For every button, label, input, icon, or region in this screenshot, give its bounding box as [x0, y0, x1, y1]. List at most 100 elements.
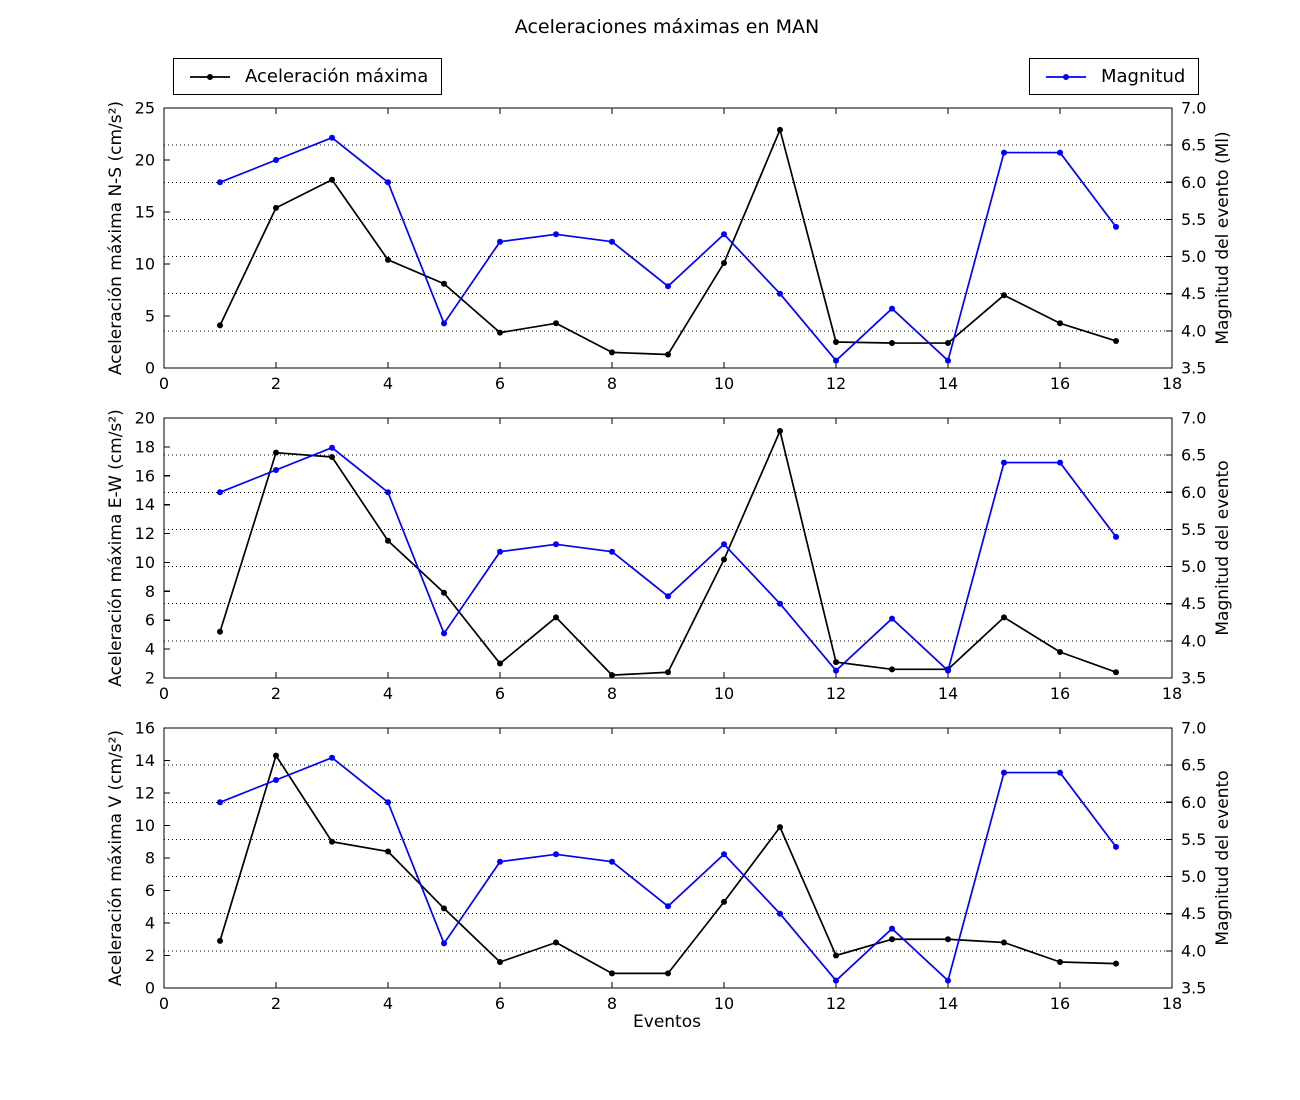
subplot-2-y2-tick-label: 3.5	[1181, 669, 1206, 688]
subplot-3-series-acceleration-marker	[945, 936, 951, 943]
subplot-2-series-magnitude-marker	[217, 489, 223, 496]
subplot-3-y2-tick-label: 4.5	[1181, 904, 1206, 923]
subplot-2-series-acceleration-line	[219, 430, 1117, 676]
subplot-3-series-magnitude-marker	[1113, 843, 1119, 850]
subplot-3-series-magnitude-marker	[385, 799, 391, 806]
subplot-1-series-magnitude-marker	[217, 179, 223, 186]
subplot-2-series-magnitude-marker	[721, 541, 727, 548]
subplot-1-series-acceleration-marker	[329, 176, 335, 183]
legend-magnitude: Magnitud	[1029, 58, 1200, 95]
subplot-2-y-tick-label: 14	[135, 495, 155, 514]
subplot-2-series-magnitude-marker	[777, 600, 783, 607]
subplot-3-series-magnitude-marker	[441, 940, 447, 947]
subplot-2-series-acceleration-marker	[1057, 649, 1063, 655]
subplot-3-x-tick-label: 16	[1050, 994, 1070, 1013]
subplot-2-series-acceleration-marker	[385, 537, 391, 544]
subplot-3-y-tick-label: 2	[145, 946, 155, 965]
subplot-3-series-acceleration-marker	[497, 959, 503, 965]
y-axis-label-v: Aceleración máxima V (cm/s²)	[106, 729, 126, 987]
subplot-2-series-magnitude-marker	[273, 467, 279, 473]
subplot-2-x-tick-label: 14	[938, 684, 958, 703]
subplot-2-series-acceleration-marker	[609, 672, 615, 679]
subplot-2-series-acceleration-marker	[1113, 669, 1119, 676]
subplot-3-y-tick-label: 16	[135, 719, 155, 738]
subplot-3-y2-tick-label: 5.5	[1181, 830, 1206, 849]
subplot-3-y-tick-label: 10	[135, 816, 155, 835]
subplot-2-x-tick-label: 0	[159, 684, 169, 703]
subplot-2-y2-tick-label: 7.0	[1181, 409, 1206, 428]
subplot-2-x-tick-label: 10	[714, 684, 734, 703]
subplot-1-series-acceleration-marker	[273, 204, 279, 211]
subplot-1-series-magnitude-marker	[385, 179, 391, 186]
subplot-1-y-tick-label: 10	[135, 255, 155, 274]
subplot-1-x-tick-label: 0	[159, 374, 169, 393]
subplot-3-x-tick-label: 6	[495, 994, 505, 1013]
subplot-1-y2-tick-label: 6.0	[1181, 173, 1206, 192]
y-axis-label-ew: Aceleración máxima E-W (cm/s²)	[106, 409, 126, 687]
subplot-1-series-acceleration-marker	[553, 320, 559, 327]
subplot-2-series-acceleration-marker	[665, 669, 671, 676]
subplot-2-y2-tick-label: 6.5	[1181, 446, 1206, 465]
subplot-2-series-acceleration-marker	[889, 666, 895, 673]
subplot-2-y-tick-label: 2	[145, 669, 155, 688]
chart-title: Aceleraciones máximas en MAN	[514, 16, 820, 38]
subplot-1-y2-tick-label: 7.0	[1181, 99, 1206, 118]
subplot-1-series-magnitude-marker	[329, 134, 335, 141]
subplot-3-series-acceleration-marker	[1001, 939, 1007, 946]
subplot-2-series-magnitude-marker	[553, 541, 559, 548]
subplot-1-series-acceleration-marker	[833, 339, 839, 345]
subplot-1-series-acceleration-marker	[385, 256, 391, 263]
subplot-2-series-magnitude-marker	[441, 630, 447, 637]
subplot-2-series-magnitude-marker	[385, 489, 391, 496]
subplot-3-y-tick-label: 14	[135, 751, 155, 770]
subplot-3-series-acceleration-marker	[385, 848, 391, 855]
subplot-3-x-tick-label: 12	[826, 994, 846, 1013]
subplot-3-series-acceleration-marker	[1057, 959, 1063, 965]
subplot-2-x-tick-label: 16	[1050, 684, 1070, 703]
subplot-1-series-magnitude-marker	[553, 231, 559, 238]
subplot-3-series-acceleration-marker	[1113, 960, 1119, 967]
subplot-1-series-magnitude-marker	[1113, 223, 1119, 230]
subplot-1-series-magnitude-marker	[441, 320, 447, 327]
subplot-3-y-tick-label: 6	[145, 881, 155, 900]
subplot-3-x-tick-label: 2	[271, 994, 281, 1013]
subplot-3-x-tick-label: 10	[714, 994, 734, 1013]
subplot-3-series-magnitude-marker	[833, 977, 839, 984]
subplot-3-series-acceleration-marker	[665, 970, 671, 977]
subplot-1-series-magnitude-marker	[721, 231, 727, 238]
subplot-2-series-magnitude-marker	[497, 548, 503, 555]
subplot-1-y2-tick-label: 5.5	[1181, 210, 1206, 229]
subplot-2-y2-tick-label: 4.5	[1181, 594, 1206, 613]
subplot-2-y2-tick-label: 5.5	[1181, 520, 1206, 539]
subplot-3-series-magnitude-marker	[609, 858, 615, 865]
subplot-2-series-acceleration-marker	[441, 589, 447, 596]
subplot-2-series-acceleration-marker	[497, 660, 503, 667]
subplot-2-y-tick-label: 4	[145, 640, 155, 659]
subplot-2-y-tick-label: 16	[135, 466, 155, 485]
subplot-2-y-tick-label: 18	[135, 437, 155, 456]
legend-line-sample-magnitude	[1046, 73, 1086, 80]
subplot-1-series-acceleration-marker	[665, 351, 671, 358]
subplot-1-series-magnitude-marker	[777, 290, 783, 297]
legend-line-sample-acceleration	[190, 73, 230, 80]
subplot-3-series-magnitude-marker	[553, 851, 559, 858]
subplot-2-series-magnitude-marker	[1057, 459, 1063, 466]
legend-acceleration: Aceleración máxima	[173, 58, 443, 95]
subplot-1-series-magnitude-marker	[1057, 149, 1063, 156]
subplot-1-series-magnitude-marker	[889, 305, 895, 312]
subplot-3-y2-tick-label: 7.0	[1181, 719, 1206, 738]
subplot-1-series-magnitude-marker	[273, 157, 279, 163]
subplot-2-series-acceleration-marker	[217, 628, 223, 635]
subplot-1-series-acceleration-marker	[217, 322, 223, 329]
subplot-3-y2-tick-label: 6.0	[1181, 793, 1206, 812]
subplot-2-y2-tick-label: 6.0	[1181, 483, 1206, 502]
subplot-3-y-tick-label: 12	[135, 784, 155, 803]
subplot-1-x-tick-label: 2	[271, 374, 281, 393]
subplot-1-series-magnitude-marker	[609, 238, 615, 245]
subplot-3-y-tick-label: 8	[145, 849, 155, 868]
subplot-3-series-acceleration-line	[219, 754, 1117, 975]
subplot-1-y2-tick-label: 6.5	[1181, 136, 1206, 155]
subplot-1-series-acceleration-marker	[777, 126, 783, 133]
subplot-1-y-tick-label: 25	[135, 99, 155, 118]
